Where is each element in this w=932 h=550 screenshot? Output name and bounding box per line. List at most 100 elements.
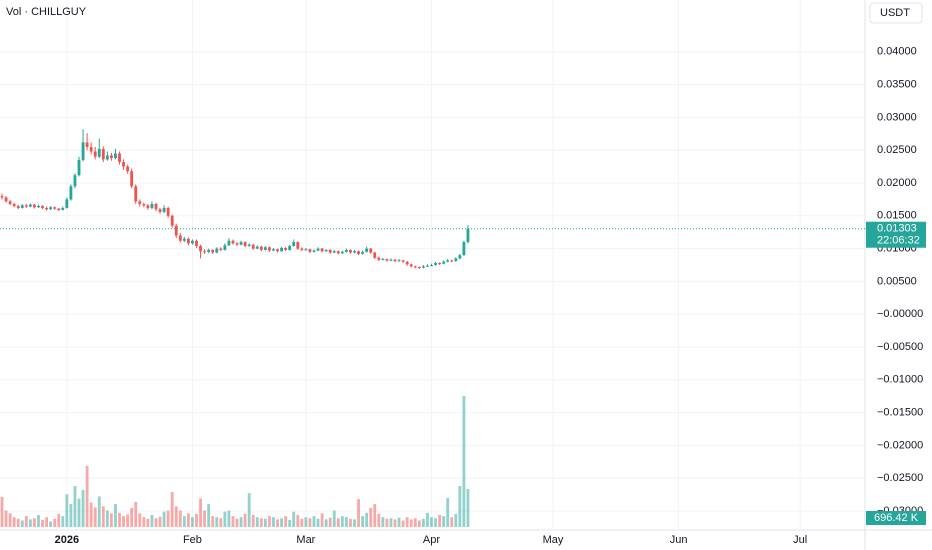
candle-body (166, 207, 170, 216)
volume-bar (37, 514, 40, 527)
candle-body (203, 251, 207, 253)
candle-body (426, 265, 429, 267)
volume-bar (28, 519, 32, 527)
volume-bar (182, 516, 186, 527)
candle-body (324, 249, 328, 252)
candle-body (393, 259, 397, 262)
volume-bar (255, 517, 259, 527)
x-tick-label: Jun (670, 534, 688, 546)
volume-bar (332, 510, 336, 527)
volume-bar (65, 494, 69, 527)
candle-body (154, 203, 158, 210)
candle-body (401, 260, 405, 262)
currency-label[interactable]: USDT (880, 7, 910, 19)
candle-body (239, 242, 243, 245)
volume-bar (174, 506, 178, 527)
candle-body (304, 249, 308, 251)
candle-body (89, 146, 93, 152)
candle-body (268, 247, 271, 251)
volume-bar (170, 492, 174, 527)
candle-body (33, 204, 36, 208)
volume-bar (146, 518, 150, 527)
candle-body (340, 251, 344, 254)
x-tick-label: Feb (183, 534, 202, 546)
volume-tag (866, 510, 926, 525)
volume-bar (268, 516, 271, 527)
candle-body (85, 142, 89, 147)
candle-body (247, 244, 251, 246)
volume-bar (105, 510, 109, 527)
candle-body (288, 245, 292, 250)
volume-bar (227, 510, 231, 527)
volume-bar (365, 512, 369, 527)
volume-bar (219, 518, 223, 527)
volume-bar (49, 521, 53, 527)
y-tick-label: −0.01500 (877, 406, 923, 418)
currency-button[interactable] (869, 2, 923, 24)
y-tick-label: −0.02500 (877, 472, 923, 484)
volume-bar (215, 517, 219, 527)
candle-body (118, 153, 121, 163)
volume-bar (426, 512, 429, 527)
volume-bar (247, 493, 251, 527)
candle-body (186, 238, 190, 244)
volume-bar (235, 518, 239, 527)
candle-body (162, 207, 166, 212)
candle-body (377, 257, 381, 260)
volume-bar (126, 514, 130, 527)
candle-body (97, 148, 101, 157)
candle-body (328, 249, 332, 253)
candle-body (361, 251, 365, 254)
candle-body (373, 252, 377, 258)
volume-bar (142, 517, 146, 527)
candle-body (397, 260, 401, 262)
candle-body (344, 249, 348, 252)
candle-body (357, 251, 360, 254)
candle-body (417, 266, 421, 268)
volume-bar (401, 520, 405, 527)
volume-bar (20, 520, 24, 527)
candle-body (369, 248, 373, 253)
volume-tag-label: 696.42 K (874, 512, 919, 524)
volume-bar (320, 513, 324, 527)
candle-body (336, 251, 340, 254)
candle-body (146, 205, 150, 208)
volume-bar (73, 486, 77, 527)
volume-bar (122, 516, 125, 527)
volume-bar (4, 510, 8, 527)
volume-bar (203, 510, 207, 527)
y-tick-label: 0.01500 (877, 210, 917, 222)
volume-bar (308, 518, 312, 527)
volume-bar (77, 498, 81, 527)
y-tick-label: 0.03000 (877, 111, 917, 123)
volume-bar (405, 517, 409, 527)
candle-body (251, 244, 255, 249)
x-tick-label: May (543, 534, 564, 546)
candle-body (105, 155, 109, 160)
volume-bar (211, 516, 215, 527)
volume-bar (357, 499, 360, 527)
volume-bar (409, 519, 413, 527)
chart-title: Vol · CHILLGUY (6, 6, 87, 18)
volume-bar (385, 518, 389, 527)
candle-body (450, 260, 454, 262)
volume-bar (33, 518, 36, 527)
volume-bar (450, 517, 454, 527)
candle-body (466, 228, 470, 243)
candle-body (312, 250, 316, 252)
candle-body (0, 196, 4, 198)
candle-body (142, 203, 146, 206)
volume-bar (89, 502, 93, 527)
candle-body (109, 155, 113, 159)
candle-body (65, 199, 69, 208)
y-tick-label: −0.00500 (877, 341, 923, 353)
y-tick-label: 0.04000 (877, 46, 917, 58)
volume-bar (373, 504, 377, 527)
y-tick-label: −0.00000 (877, 308, 923, 320)
candle-body (37, 205, 40, 208)
volume-bar (353, 519, 356, 527)
x-tick-label: Apr (423, 534, 440, 546)
candle-body (41, 205, 44, 208)
volume-bar (272, 517, 275, 527)
